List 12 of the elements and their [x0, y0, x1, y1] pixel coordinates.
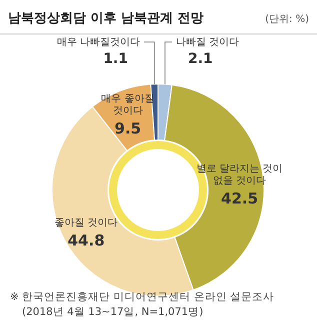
data-label: 44.8	[68, 232, 105, 250]
text: (2018년 4월 13~17일, N=1,071명)	[22, 306, 204, 318]
data-label: 2.1	[188, 51, 213, 67]
text: ※ 한국언론진흥재단 미디어연구센터 온라인 설문조사	[10, 291, 274, 303]
slice-label: 매우 나빠질것이다	[56, 37, 140, 48]
chart-title: 남북정상회담 이후 남북관계 전망	[8, 11, 204, 26]
data-label: 1.1	[103, 51, 128, 67]
chart-subtitle: (단위: %)	[265, 14, 310, 25]
slice-label: 좋아질 것이다	[54, 218, 118, 229]
slice-label: 나빠질 것이다	[176, 37, 240, 48]
data-label: 42.5	[221, 190, 258, 208]
data-label: 9.5	[114, 120, 142, 138]
